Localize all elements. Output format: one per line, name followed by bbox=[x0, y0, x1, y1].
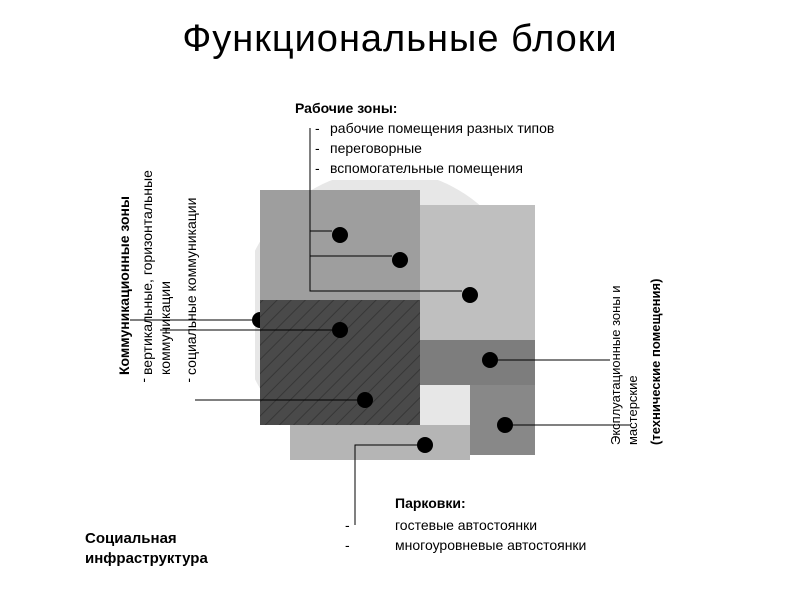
bottom-line2: инфраструктура bbox=[85, 550, 208, 567]
top-item-2: вспомогательные помещения bbox=[330, 160, 523, 176]
left-heading: Коммуникационные зоны bbox=[115, 115, 133, 375]
bottom-line1: Социальная bbox=[85, 530, 177, 547]
dash-top-2: - bbox=[315, 160, 320, 176]
dot-d7 bbox=[497, 417, 513, 433]
dash-br-1: - bbox=[345, 537, 350, 553]
dash-left-0: - bbox=[135, 378, 151, 383]
dash-top-1: - bbox=[315, 140, 320, 156]
bottomright-heading: Парковки: bbox=[395, 495, 466, 511]
top-item-0: рабочие помещения разных типов bbox=[330, 120, 554, 136]
right-line1: Эксплуатационные зоны и мастерские bbox=[608, 215, 640, 445]
right-line2: (технические помещения) bbox=[648, 215, 665, 445]
top-heading: Рабочие зоны: bbox=[295, 100, 397, 116]
left-item-0: вертикальные, горизонтальные коммуникаци… bbox=[138, 115, 174, 375]
dot-halfleft bbox=[252, 312, 260, 328]
block-b5 bbox=[290, 425, 470, 460]
dot-d4 bbox=[332, 322, 348, 338]
left-item-1: социальные коммуникации bbox=[182, 115, 200, 375]
bottomright-item-1: многоуровневые автостоянки bbox=[395, 537, 586, 553]
top-item-1: переговорные bbox=[330, 140, 422, 156]
dot-d6 bbox=[357, 392, 373, 408]
dot-d3 bbox=[462, 287, 478, 303]
block-b1 bbox=[420, 205, 535, 340]
block-b2-hatch bbox=[260, 300, 420, 425]
bottomright-item-0: гостевые автостоянки bbox=[395, 517, 537, 533]
diagram bbox=[255, 180, 535, 460]
dot-d2 bbox=[392, 252, 408, 268]
dash-br-0: - bbox=[345, 517, 350, 533]
dot-d8 bbox=[417, 437, 433, 453]
block-b0 bbox=[260, 190, 420, 300]
page-title: Функциональные блоки bbox=[0, 18, 800, 61]
dash-top-0: - bbox=[315, 120, 320, 136]
dash-left-1: - bbox=[180, 378, 196, 383]
block-b3 bbox=[420, 340, 535, 385]
dot-d5 bbox=[482, 352, 498, 368]
diagram-svg bbox=[255, 180, 535, 460]
dot-d1 bbox=[332, 227, 348, 243]
